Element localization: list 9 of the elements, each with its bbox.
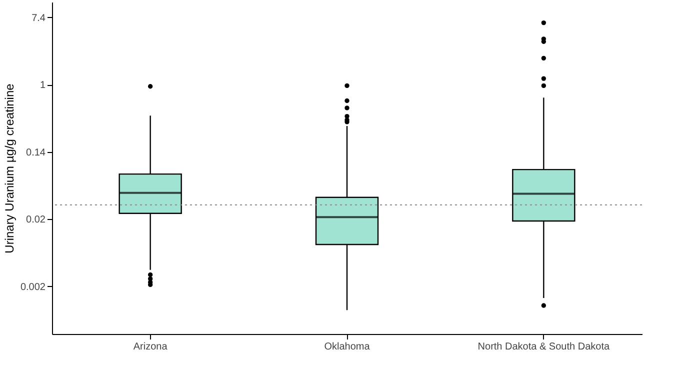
x-tick-label: Oklahoma (324, 342, 370, 352)
y-axis-title: Urinary Uranium µg/g creatinine (2, 83, 16, 254)
x-tick-label: North Dakota & South Dakota (478, 342, 610, 352)
x-tick-label: Arizona (133, 342, 168, 352)
y-tick-label: 7.4 (32, 12, 46, 24)
y-tick-label: 1 (40, 80, 46, 92)
y-tick-label: 0.002 (20, 282, 46, 293)
y-tick-label: 0.02 (26, 214, 46, 226)
y-tick-label: 0.14 (26, 147, 46, 158)
